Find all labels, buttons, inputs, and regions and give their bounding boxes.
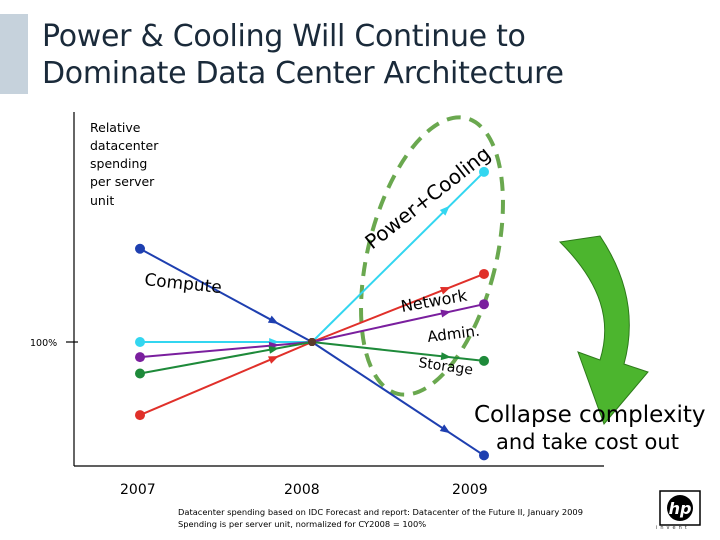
series-arrow-network-0 xyxy=(267,356,279,364)
series-arrow-compute-1 xyxy=(439,424,451,434)
series-line-compute-seg-0 xyxy=(139,247,313,343)
x-tick-label-2007: 2007 xyxy=(120,482,156,498)
page-title: Power & Cooling Will Continue to Dominat… xyxy=(42,18,564,92)
hp-logo: hp xyxy=(659,490,701,526)
series-line-storage-seg-1 xyxy=(311,341,485,362)
data-point-power-cooling-2009 xyxy=(479,166,489,177)
series-line-storage-seg-0 xyxy=(139,341,313,375)
series-arrow-storage-0 xyxy=(268,345,280,354)
series-label-compute: Compute xyxy=(143,270,222,298)
series-arrow-compute-0 xyxy=(267,315,279,324)
title-accent-bar xyxy=(0,14,28,94)
y-axis-label-line-2: datacenter xyxy=(90,138,159,153)
data-point-storage-2008 xyxy=(308,338,316,346)
data-point-admin-2009 xyxy=(479,299,489,310)
y-axis-label: Relative datacenter spending per server … xyxy=(90,120,162,208)
y-tick-label-100: 100% xyxy=(30,338,57,349)
series-label-storage: Storage xyxy=(417,355,473,378)
data-point-storage-2007 xyxy=(135,368,145,379)
series-line-network-seg-1 xyxy=(311,273,485,343)
y-axis-label-line-3: spending xyxy=(90,156,147,171)
collapse-text-line-2: and take cost out xyxy=(496,430,679,454)
series-line-admin-seg-0 xyxy=(139,341,313,359)
data-point-admin-2007 xyxy=(135,352,145,363)
collapse-arrow-icon xyxy=(558,235,649,425)
highlight-ellipse xyxy=(359,115,505,397)
title-line-2: Dominate Data Center Architecture xyxy=(42,56,564,91)
series-arrow-storage-1 xyxy=(440,352,452,361)
x-tick-label-2008: 2008 xyxy=(284,482,320,498)
data-point-network-2009 xyxy=(479,268,489,279)
footnote-line-1: Datacenter spending based on IDC Forecas… xyxy=(178,507,583,517)
collapse-text-line-1: Collapse complexity xyxy=(474,402,706,428)
series-label-network: Network xyxy=(399,285,469,315)
title-line-1: Power & Cooling Will Continue to xyxy=(42,19,526,54)
series-arrow-admin-1 xyxy=(440,309,452,318)
data-point-network-2007 xyxy=(135,410,145,421)
series-line-admin-seg-1 xyxy=(311,303,485,343)
data-point-compute-2009 xyxy=(479,450,489,461)
series-line-compute-seg-1 xyxy=(311,341,485,457)
footnote-line-2: Spending is per server unit, normalized … xyxy=(178,519,427,529)
data-point-compute-2007 xyxy=(135,243,145,254)
series-line-power-cooling-seg-1 xyxy=(311,171,485,343)
data-point-storage-2009 xyxy=(479,355,489,366)
series-layer xyxy=(135,166,489,461)
hp-logo-mark: hp xyxy=(669,499,692,518)
series-label-admin: Admin. xyxy=(426,322,480,346)
y-axis-label-line-1: Relative xyxy=(90,120,141,135)
x-tick-label-2009: 2009 xyxy=(452,482,488,498)
y-axis-label-line-4: per server xyxy=(90,174,155,189)
hp-wordmark: invent xyxy=(656,525,690,531)
series-arrow-power-cooling-1 xyxy=(439,205,450,216)
footnote: Datacenter spending based on IDC Forecas… xyxy=(178,506,583,530)
y-axis-label-line-5: unit xyxy=(90,193,114,208)
series-line-network-seg-0 xyxy=(139,341,313,417)
series-arrow-network-1 xyxy=(440,287,451,295)
data-point-power-cooling-2007 xyxy=(135,337,145,347)
series-label-power-cooling: Power+Cooling xyxy=(360,141,495,254)
